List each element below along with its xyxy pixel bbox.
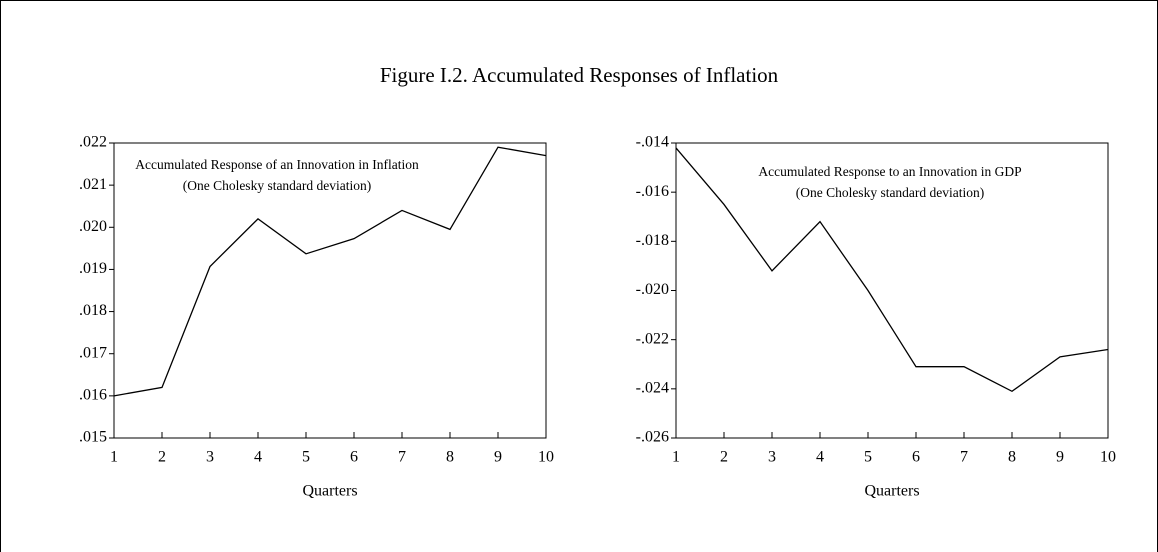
annotation: (One Cholesky standard deviation) xyxy=(796,185,985,200)
x-tick-label: 4 xyxy=(254,449,262,466)
x-tick-label: 6 xyxy=(350,449,358,466)
plot-frame xyxy=(113,142,547,439)
x-tick-label: 3 xyxy=(768,449,776,466)
x-tick-label: 10 xyxy=(538,449,554,466)
y-tick-label: -.014 xyxy=(636,134,669,151)
annotation: Accumulated Response to an Innovation in… xyxy=(758,164,1021,179)
x-axis-label: Quarters xyxy=(302,483,357,500)
x-tick-label: 9 xyxy=(1056,449,1064,466)
y-tick-label: .018 xyxy=(79,302,107,319)
y-tick-label: .021 xyxy=(79,176,107,193)
y-tick-label: .020 xyxy=(79,218,107,235)
y-tick-label: -.024 xyxy=(636,380,669,397)
x-tick-label: 8 xyxy=(446,449,454,466)
x-tick-label: 6 xyxy=(912,449,920,466)
y-tick-label: -.026 xyxy=(636,429,669,446)
y-tick-label: .016 xyxy=(79,387,107,404)
line xyxy=(113,146,547,397)
x-tick-label: 8 xyxy=(1008,449,1016,466)
annotation: Accumulated Response of an Innovation in… xyxy=(135,157,419,172)
y-tick-label: -.020 xyxy=(636,281,669,298)
x-tick-label: 4 xyxy=(816,449,824,466)
x-tick-label: 2 xyxy=(158,449,166,466)
y-tick-label: .022 xyxy=(79,134,107,151)
x-tick-label: 3 xyxy=(206,449,214,466)
x-tick-label: 10 xyxy=(1100,449,1116,466)
x-tick-label: 5 xyxy=(864,449,872,466)
x-tick-label: 1 xyxy=(110,449,118,466)
y-tick-label: .017 xyxy=(79,344,107,361)
x-tick-label: 2 xyxy=(720,449,728,466)
x-tick-label: 5 xyxy=(302,449,310,466)
x-tick-label: 7 xyxy=(398,449,406,466)
x-tick-label: 7 xyxy=(960,449,968,466)
line xyxy=(675,147,1109,393)
x-tick-label: 1 xyxy=(672,449,680,466)
figure-title: Figure I.2. Accumulated Responses of Inf… xyxy=(380,63,779,87)
y-tick-label: -.022 xyxy=(636,330,669,347)
y-tick-label: -.018 xyxy=(636,232,669,249)
x-tick-label: 9 xyxy=(494,449,502,466)
annotation: (One Cholesky standard deviation) xyxy=(183,178,372,193)
y-tick-label: .015 xyxy=(79,429,107,446)
x-axis-label: Quarters xyxy=(864,483,919,500)
y-tick-label: -.016 xyxy=(636,183,669,200)
y-tick-label: .019 xyxy=(79,260,107,277)
